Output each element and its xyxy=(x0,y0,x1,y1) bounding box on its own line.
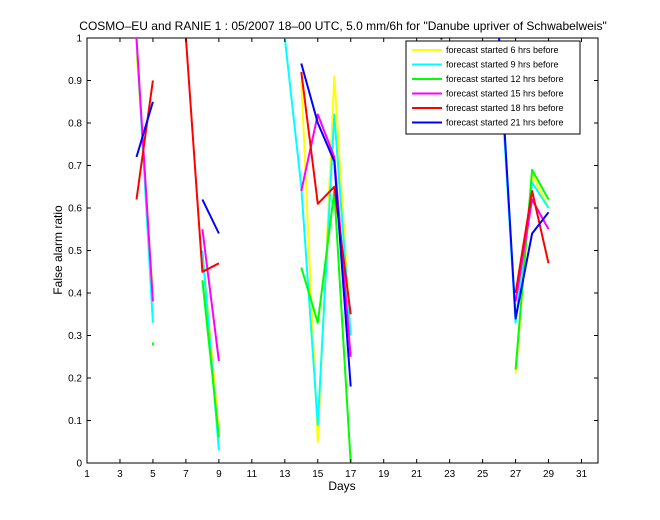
y-tick-label: 0.6 xyxy=(68,204,82,215)
series-line-3 xyxy=(201,280,220,438)
y-tick-label: 0 xyxy=(76,459,82,470)
x-tick-label: 17 xyxy=(345,469,357,480)
legend-entry-label: forecast started 9 hrs before xyxy=(446,60,559,70)
y-tick-label: 0.8 xyxy=(68,119,82,130)
x-tick-label: 21 xyxy=(411,469,423,480)
x-tick-label: 13 xyxy=(279,469,291,480)
series-line-6 xyxy=(135,101,154,158)
data-point-marker xyxy=(440,37,443,40)
y-tick-label: 1 xyxy=(76,34,82,45)
x-axis-label: Days xyxy=(328,479,355,493)
legend-box xyxy=(405,40,581,135)
series-line-4 xyxy=(135,37,154,302)
series-line-5 xyxy=(184,37,220,273)
x-tick-label: 15 xyxy=(312,469,324,480)
y-tick-label: 0.2 xyxy=(68,374,82,385)
x-tick-label: 27 xyxy=(510,469,522,480)
legend-entry-label: forecast started 18 hrs before xyxy=(446,103,564,113)
y-tick-label: 0.9 xyxy=(68,76,82,87)
x-tick-label: 31 xyxy=(576,469,588,480)
x-tick-label: 7 xyxy=(183,469,189,480)
legend-entry-label: forecast started 6 hrs before xyxy=(446,45,559,55)
series-line-6 xyxy=(201,199,220,234)
y-axis-label: False alarm ratio xyxy=(51,205,65,295)
series-line-5 xyxy=(514,190,550,294)
x-tick-label: 23 xyxy=(444,469,456,480)
y-tick-label: 0.1 xyxy=(68,416,82,427)
legend-entry-label: forecast started 21 hrs before xyxy=(446,118,564,128)
x-tick-label: 19 xyxy=(378,469,390,480)
x-tick-label: 11 xyxy=(247,469,258,480)
y-tick-label: 0.5 xyxy=(68,246,82,257)
series-line-3 xyxy=(514,168,550,370)
series-line-2 xyxy=(283,37,352,426)
y-tick-label: 0.7 xyxy=(68,161,82,172)
series-line-4 xyxy=(201,229,220,362)
y-axis: 0 0.1 0.2 0.3 0.4 0.5 0.6 0.7 0.8 0.9 1 xyxy=(68,34,598,470)
series-line-5 xyxy=(300,71,352,315)
x-tick-label: 29 xyxy=(543,469,555,480)
x-tick-label: 9 xyxy=(216,469,222,480)
y-tick-label: 0.4 xyxy=(68,289,82,300)
chart-title: COSMO–EU and RANIE 1 : 05/2007 18–00 UTC… xyxy=(79,19,606,33)
series-line-6 xyxy=(300,63,352,387)
x-tick-label: 1 xyxy=(84,469,90,480)
x-tick-label: 3 xyxy=(117,469,123,480)
x-axis: 1 3 5 7 9 11 13 15 17 19 21 23 25 27 29 31 xyxy=(84,38,588,480)
legend-entry-label: forecast started 15 hrs before xyxy=(446,89,564,99)
x-tick-label: 25 xyxy=(477,469,489,480)
series-line-5 xyxy=(135,80,154,200)
y-tick-label: 0.3 xyxy=(68,331,82,342)
series-line-3 xyxy=(300,190,352,464)
legend: forecast started 6 hrs before forecast st… xyxy=(405,40,581,135)
series-layer xyxy=(135,37,550,464)
series-line-6 xyxy=(498,37,550,320)
legend-entry-label: forecast started 12 hrs before xyxy=(446,74,564,84)
x-tick-label: 5 xyxy=(150,469,156,480)
